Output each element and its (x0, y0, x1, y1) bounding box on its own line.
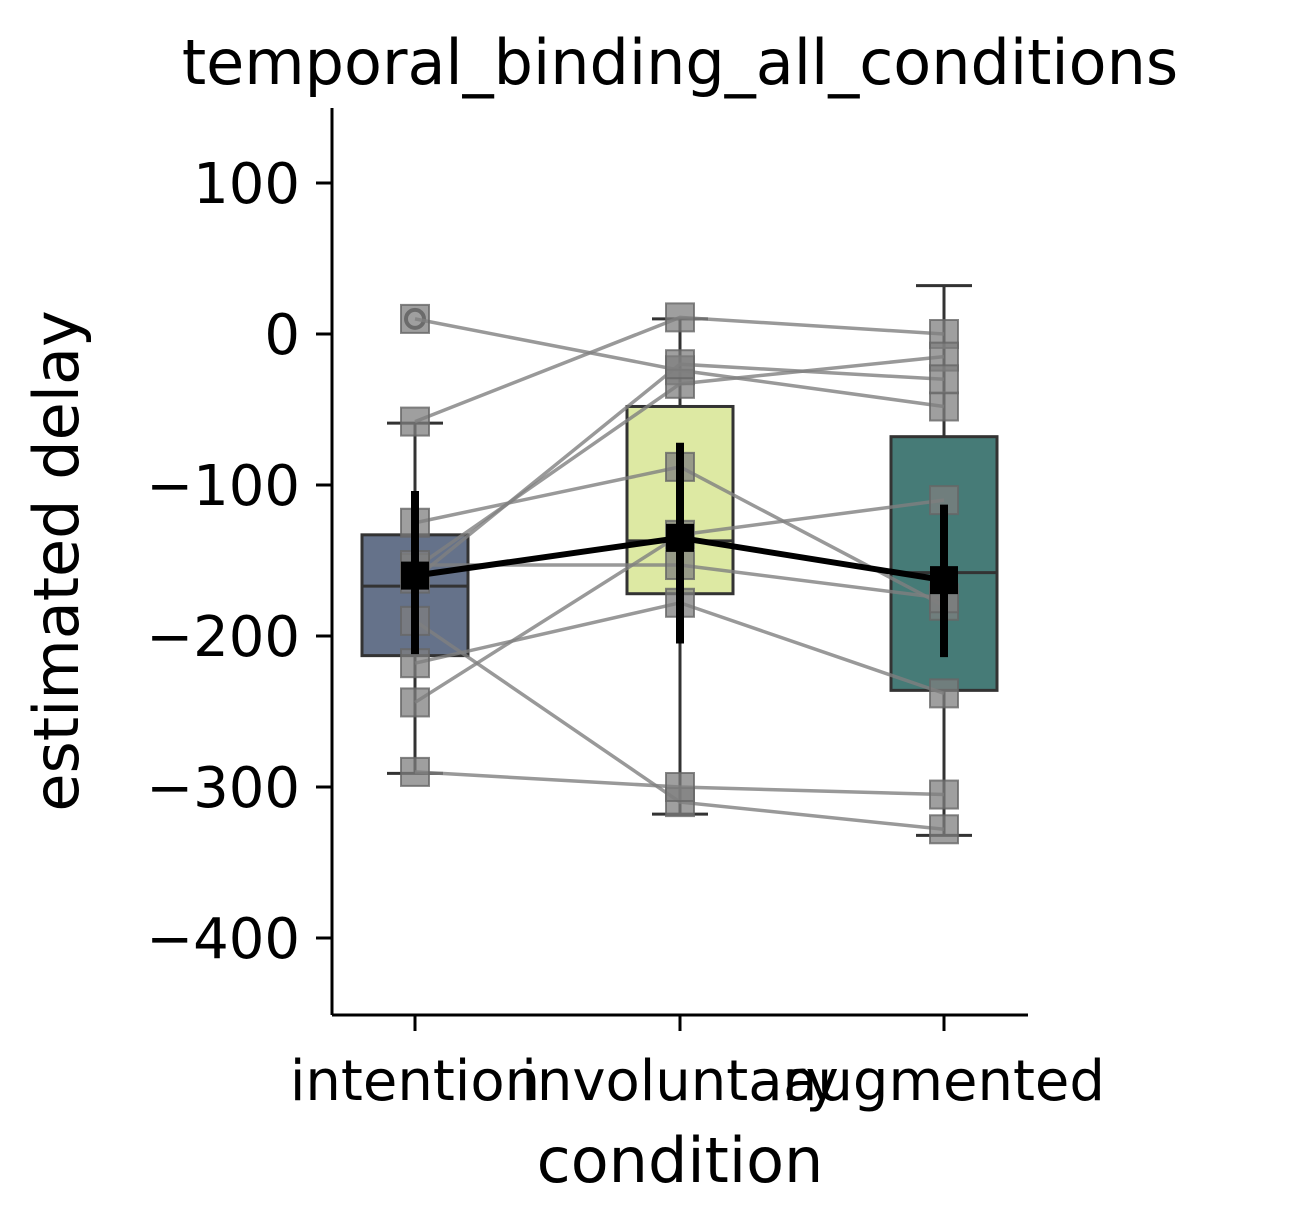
x-tick-label-augmented: augmented (783, 1049, 1105, 1114)
chart-title: temporal_binding_all_conditions (182, 26, 1178, 99)
subject-point (665, 302, 695, 333)
mean-marker (930, 566, 958, 595)
subject-point (665, 349, 695, 380)
x-axis-label: condition (537, 1124, 824, 1197)
subject-point (929, 779, 959, 810)
x-tick-label-intention: intention (290, 1049, 540, 1114)
subject-point (929, 678, 959, 709)
y-tick-label: −200 (146, 605, 300, 670)
y-tick-label: 100 (193, 152, 300, 217)
y-tick-label: −400 (146, 907, 300, 972)
subject-point (929, 814, 959, 845)
subject-point (929, 391, 959, 422)
y-tick-label: 0 (264, 303, 300, 368)
subject-point (929, 364, 959, 395)
subject-point (400, 406, 430, 437)
subject-point (400, 687, 430, 718)
subject-point (665, 772, 695, 802)
x-tick-label-involuntary: involuntary (521, 1049, 838, 1114)
subject-point (400, 756, 430, 787)
y-tick-label: −100 (146, 454, 300, 519)
y-axis-label: estimated delay (20, 310, 93, 811)
y-tick-label: −300 (146, 756, 300, 821)
mean-marker (401, 561, 429, 590)
mean-marker (666, 523, 694, 552)
subject-point (400, 303, 430, 334)
